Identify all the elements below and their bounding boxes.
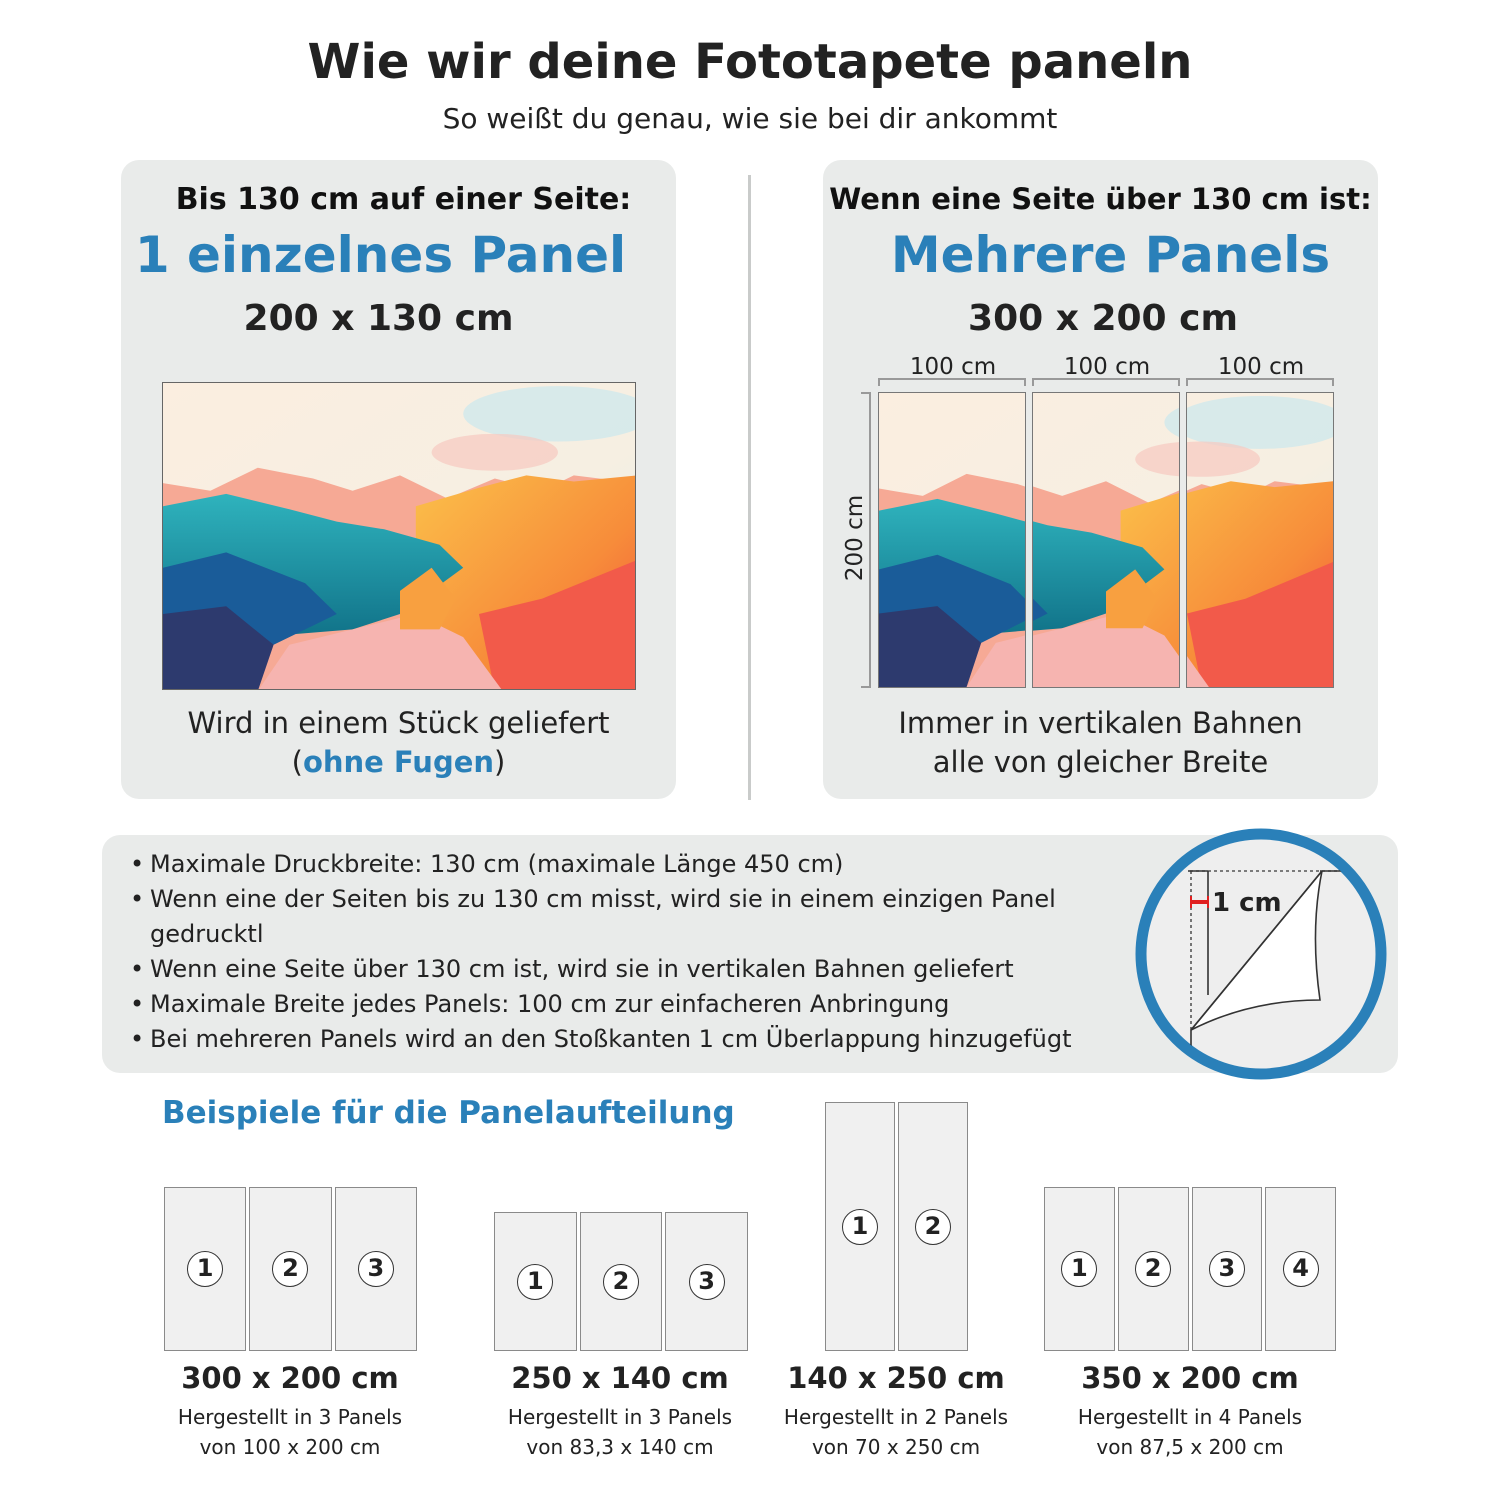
info-bullet: Wenn eine der Seiten bis zu 130 cm misst… [130, 882, 1130, 952]
panel-number: 1 [517, 1263, 554, 1300]
no-seams-highlight: ohne Fugen [302, 745, 495, 779]
example-panel: 1 [164, 1187, 247, 1351]
overlap-illustration: 1 cm [1135, 828, 1387, 1080]
panel-number: 3 [688, 1263, 725, 1300]
page-subtitle: So weißt du genau, wie sie bei dir ankom… [442, 102, 1058, 135]
info-list: Maximale Druckbreite: 130 cm (maximale L… [130, 847, 1130, 1057]
example-line1: Hergestellt in 3 Panels [177, 1405, 403, 1429]
width-bracket [1032, 378, 1180, 386]
info-bullet: Wenn eine Seite über 130 cm ist, wird si… [130, 952, 1130, 987]
example-size: 350 x 200 cm [1081, 1361, 1299, 1395]
example-line2: von 87,5 x 200 cm [1096, 1435, 1284, 1459]
panel-number: 2 [915, 1208, 951, 1245]
example-panel: 3 [334, 1187, 417, 1351]
example-line2: von 100 x 200 cm [199, 1435, 381, 1459]
panel-width-label: 100 cm [1217, 354, 1305, 380]
panel-number: 1 [187, 1251, 224, 1287]
height-label: 200 cm [842, 494, 868, 582]
example-size: 140 x 250 cm [787, 1361, 1005, 1395]
divider [748, 175, 751, 800]
example-panel: 2 [1117, 1187, 1189, 1351]
example-line1: Hergestellt in 4 Panels [1077, 1405, 1303, 1429]
page-title: Wie wir deine Fototapete paneln [307, 34, 1193, 90]
example-panel: 1 [825, 1102, 895, 1351]
info-bullet: Maximale Breite jedes Panels: 100 cm zur… [130, 987, 1130, 1022]
panel-number: 4 [1282, 1251, 1319, 1287]
example-size: 300 x 200 cm [181, 1361, 399, 1395]
wallpaper-preview-image [162, 382, 636, 690]
examples-heading: Beispiele für die Panelaufteilung [162, 1095, 735, 1131]
overlap-label: 1 cm [1212, 888, 1282, 918]
wallpaper-panel-2 [1032, 392, 1180, 688]
paren-open: ( [291, 745, 303, 779]
panel-width-label: 100 cm [1063, 354, 1151, 380]
example-panel: 3 [1191, 1187, 1263, 1351]
card-heading: Wenn eine Seite über 130 cm ist: [829, 182, 1372, 216]
example-panel: 4 [1265, 1187, 1336, 1351]
paren-close: ) [494, 745, 506, 779]
panel-number: 3 [1208, 1251, 1245, 1287]
panel-number: 1 [842, 1208, 878, 1245]
panel-number: 2 [602, 1263, 639, 1300]
example-panel: 1 [1044, 1187, 1115, 1351]
example-panel: 3 [665, 1212, 748, 1351]
width-bracket [878, 378, 1026, 386]
card-footer-line1: Immer in vertikalen Bahnen [898, 706, 1303, 740]
card-dimensions: 300 x 200 cm [968, 298, 1238, 339]
example-panel: 2 [249, 1187, 332, 1351]
single-panel-card: Bis 130 cm auf einer Seite: 1 einzelnes … [121, 160, 676, 799]
example-panel: 2 [898, 1102, 968, 1351]
panel-number: 3 [357, 1251, 394, 1287]
card-highlight: Mehrere Panels [890, 226, 1331, 284]
example-line2: von 70 x 250 cm [811, 1435, 981, 1459]
card-heading: Bis 130 cm auf einer Seite: [175, 182, 632, 217]
card-dimensions: 200 x 130 cm [243, 298, 514, 339]
example-line2: von 83,3 x 140 cm [526, 1435, 714, 1459]
example-line1: Hergestellt in 2 Panels [783, 1405, 1009, 1429]
example-line1: Hergestellt in 3 Panels [507, 1405, 733, 1429]
info-bullet: Maximale Druckbreite: 130 cm (maximale L… [130, 847, 1130, 882]
panel-number: 1 [1061, 1251, 1098, 1287]
wallpaper-panel-1 [878, 392, 1026, 688]
card-footer-line2: alle von gleicher Breite [932, 745, 1269, 779]
panel-width-label: 100 cm [909, 354, 997, 380]
example-panel: 2 [579, 1212, 663, 1351]
card-highlight: 1 einzelnes Panel [134, 226, 627, 284]
wallpaper-panel-3 [1186, 392, 1334, 688]
height-bracket [861, 392, 871, 688]
info-bullet: Bei mehreren Panels wird an den Stoßkant… [130, 1022, 1130, 1057]
multi-panel-card: Wenn eine Seite über 130 cm ist: Mehrere… [823, 160, 1378, 799]
example-size: 250 x 140 cm [511, 1361, 729, 1395]
panel-number: 2 [1135, 1251, 1172, 1287]
width-bracket [1186, 378, 1334, 386]
panel-number: 2 [272, 1251, 309, 1287]
card-footer: Wird in einem Stück geliefert [187, 706, 610, 740]
example-panel: 1 [494, 1212, 577, 1351]
